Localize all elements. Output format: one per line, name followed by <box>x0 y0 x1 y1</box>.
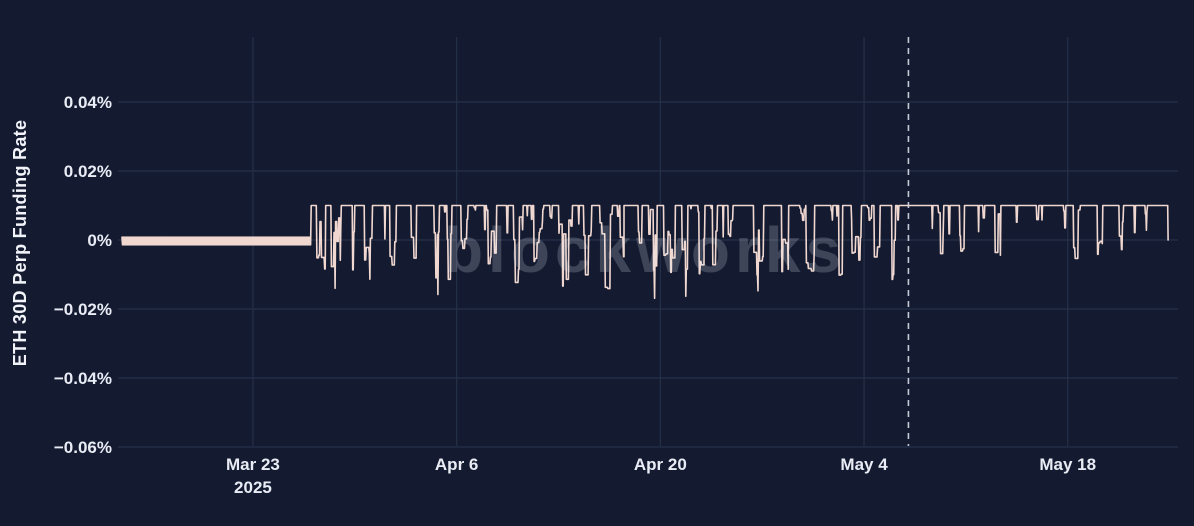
x-tick-label: Mar 23 <box>226 455 280 474</box>
y-axis-tick-labels: 0.04% 0.02% 0% −0.02% −0.04% −0.06% <box>54 93 112 457</box>
x-axis-tick-labels: Mar 23 2025 Apr 6 Apr 20 May 4 May 18 <box>226 455 1096 497</box>
x-tick-label: Apr 6 <box>435 455 478 474</box>
y-axis-title: ETH 30D Perp Funding Rate <box>10 119 30 367</box>
y-tick-label: 0.02% <box>64 162 112 181</box>
x-tick-sublabel: 2025 <box>234 478 272 497</box>
y-tick-label: 0% <box>87 231 112 250</box>
watermark-text: blockworks <box>444 214 846 286</box>
x-tick-label: Apr 20 <box>634 455 687 474</box>
watermark: blockworks <box>444 214 846 286</box>
funding-rate-series <box>121 204 1169 300</box>
y-tick-label: −0.04% <box>54 369 112 388</box>
x-tick-label: May 18 <box>1039 455 1096 474</box>
x-tick-label: May 4 <box>840 455 888 474</box>
y-tick-label: 0.04% <box>64 93 112 112</box>
y-tick-label: −0.06% <box>54 438 112 457</box>
y-tick-label: −0.02% <box>54 300 112 319</box>
funding-rate-line <box>121 204 1169 300</box>
